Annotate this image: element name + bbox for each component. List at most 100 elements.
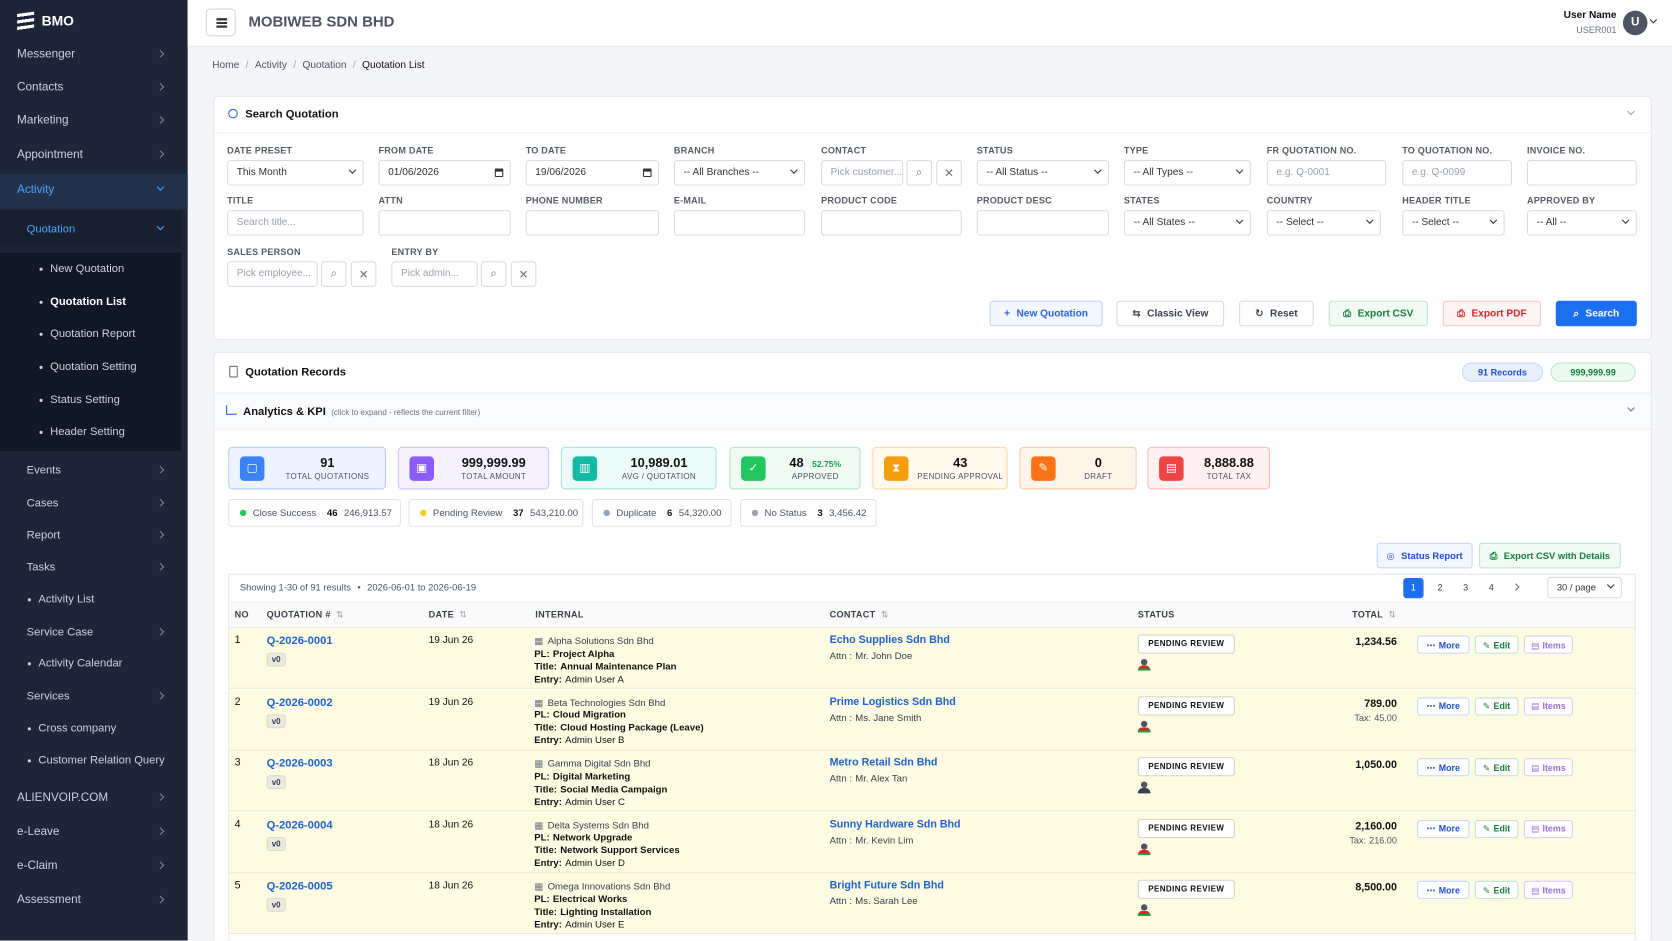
page-button[interactable]: 4 [1488, 582, 1494, 593]
contact-name[interactable]: Prime Logistics Sdn Bhd [829, 695, 956, 708]
action-button[interactable]: ⇆ Classic View [1116, 300, 1225, 327]
select-field[interactable]: -- All Types -- [1123, 159, 1251, 186]
button-icon: ⎙ [1489, 549, 1498, 561]
button-label: Items [1542, 762, 1566, 773]
contact-name[interactable]: Metro Retail Sdn Bhd [829, 757, 938, 770]
input-field[interactable]: Search title... [227, 210, 364, 236]
icon-button[interactable]: ✕ [936, 159, 962, 186]
select-field[interactable]: -- Select -- [1266, 210, 1381, 236]
action-button[interactable]: ⎙ Export PDF [1442, 300, 1541, 327]
date-field[interactable]: 01/06/2026 [378, 159, 511, 186]
field-value: Cloud Migration [552, 709, 626, 720]
per-page-select[interactable]: 30 / page [1547, 576, 1622, 599]
input-field[interactable]: e.g. Q-0001 [1266, 159, 1387, 186]
button-icon: ▤ [1530, 700, 1540, 712]
badge: 999,999.99 [1550, 362, 1636, 382]
icon-button[interactable]: ⌕ [480, 261, 507, 287]
picker-field[interactable]: Pick customer... [821, 159, 904, 186]
picker-field[interactable]: Pick employee... [227, 261, 318, 287]
row-action[interactable]: ⋯ More [1417, 696, 1470, 716]
field-label: PL: [534, 770, 550, 782]
page-button[interactable]: 3 [1463, 582, 1469, 593]
quotation-number[interactable]: Q-2026-0005 [266, 880, 333, 893]
input-field[interactable]: e.g. Q-0099 [1402, 159, 1513, 186]
button-icon: ✎ [1482, 884, 1491, 896]
status-chip[interactable]: Pending Review 37 543,210.00 [408, 499, 584, 527]
input-field[interactable] [673, 210, 806, 236]
quotation-number[interactable]: Q-2026-0003 [266, 757, 333, 771]
row-action[interactable]: ✎ Edit [1474, 696, 1519, 716]
input-field[interactable] [976, 210, 1109, 236]
row-action[interactable]: ⋯ More [1417, 819, 1470, 838]
quotation-number[interactable]: Q-2026-0002 [266, 695, 333, 709]
contact-name[interactable]: Echo Supplies Sdn Bhd [829, 634, 950, 647]
icon-button[interactable]: ⌕ [906, 159, 932, 186]
icon-button[interactable]: ✕ [510, 261, 537, 287]
status-amount: 246,913.57 [343, 507, 392, 519]
action-button[interactable]: ⎙ Export CSV with Details [1478, 542, 1621, 569]
action-button[interactable]: ◎ Status Report [1376, 542, 1473, 569]
row-action[interactable]: ▤ Items [1523, 881, 1573, 900]
action-button[interactable]: ↻ Reset [1239, 300, 1314, 327]
row-action[interactable]: ▤ Items [1523, 758, 1573, 777]
quotation-number[interactable]: Q-2026-0004 [266, 818, 333, 832]
menu-item: Activity Calendar [38, 656, 123, 670]
status-chip[interactable]: No Status 3 3,456.42 [740, 499, 877, 527]
page-button[interactable]: 2 [1437, 582, 1443, 593]
select-field[interactable]: -- All -- [1526, 210, 1637, 236]
input-field[interactable] [378, 210, 511, 236]
menu-item: e-Claim [17, 859, 58, 873]
card-divider [214, 132, 1651, 134]
action-button[interactable]: ⌕ Search [1555, 300, 1637, 327]
status-chip[interactable]: Close Success 46 246,913.57 [228, 499, 401, 527]
action-button[interactable]: ⎙ Export CSV [1328, 300, 1428, 327]
bullet [39, 365, 43, 369]
row-action[interactable]: ▤ Items [1523, 696, 1573, 716]
kpi-label: APPROVED [791, 471, 839, 481]
row-action[interactable]: ▤ Items [1523, 635, 1573, 654]
input-field[interactable] [1526, 159, 1637, 186]
row-action[interactable]: ✎ Edit [1474, 819, 1519, 838]
quotation-number[interactable]: Q-2026-0001 [266, 634, 333, 648]
avatar[interactable]: U [1622, 10, 1648, 36]
date-field[interactable]: 19/06/2026 [525, 159, 659, 186]
status-chip[interactable]: Duplicate 6 54,320.00 [591, 499, 732, 527]
button-icon: ▤ [1530, 823, 1540, 835]
icon-button[interactable]: ⌕ [320, 261, 347, 287]
action-button[interactable]: + New Quotation [989, 300, 1103, 327]
select-field[interactable]: -- Select -- [1402, 210, 1505, 236]
row-action[interactable]: ⋯ More [1417, 635, 1470, 654]
input-field[interactable] [821, 210, 962, 236]
select-field[interactable]: This Month [227, 159, 364, 186]
row-action[interactable]: ▤ Items [1523, 819, 1573, 838]
input-field[interactable] [525, 210, 659, 236]
select-field[interactable]: -- All Status -- [976, 159, 1109, 186]
menu-toggle[interactable] [205, 8, 236, 37]
field-label: PL: [534, 647, 550, 659]
button-icon: ⋯ [1426, 639, 1436, 650]
select-field[interactable]: -- All Branches -- [673, 159, 806, 186]
company: Beta Technologies Sdn Bhd [547, 696, 666, 708]
row-action[interactable]: ✎ Edit [1474, 758, 1519, 777]
contact-name[interactable]: Bright Future Sdn Bhd [829, 880, 944, 892]
row-action[interactable]: ✎ Edit [1474, 635, 1519, 654]
building-icon: ▦ [534, 881, 544, 892]
menu-item: Quotation [26, 222, 76, 236]
page-button[interactable]: 1 [1403, 577, 1424, 599]
icon-button[interactable]: ✕ [350, 261, 377, 287]
contact-name[interactable]: Sunny Hardware Sdn Bhd [829, 818, 961, 831]
select-field[interactable]: -- All States -- [1123, 210, 1251, 236]
row-action[interactable]: ⋯ More [1417, 881, 1470, 900]
row-tax: Tax: 45.00 [1280, 709, 1397, 726]
picker-field[interactable]: Pick admin... [391, 261, 478, 287]
attn-label: Attn : [829, 650, 853, 662]
analytics-bar[interactable] [214, 393, 1651, 429]
company: Delta Systems Sdn Bhd [547, 819, 649, 831]
status-amount: 543,210.00 [530, 507, 579, 519]
status-count: 46 [326, 507, 338, 519]
row-action[interactable]: ✎ Edit [1474, 881, 1519, 900]
icon-body [1137, 911, 1151, 917]
row-action[interactable]: ⋯ More [1417, 758, 1470, 777]
breadcrumb-item: Quotation List [362, 59, 425, 72]
